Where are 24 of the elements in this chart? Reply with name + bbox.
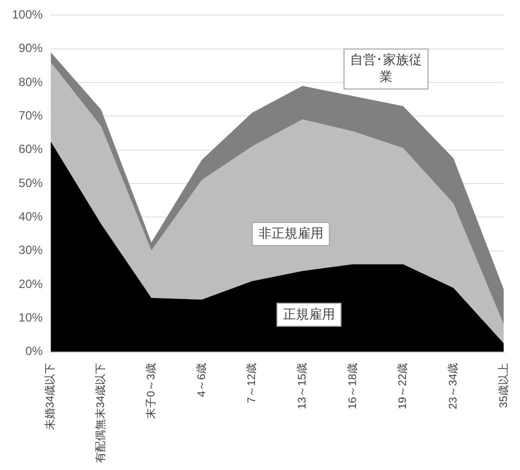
y-tick-label: 100% (12, 8, 44, 22)
y-tick-label: 30% (18, 243, 44, 258)
x-tick-label: 未婚34歳以下 (44, 362, 57, 430)
y-tick-label: 0% (25, 344, 44, 358)
x-tick-label: 4～6歳 (194, 362, 208, 398)
x-tick-label: 19～22歳 (396, 362, 410, 410)
y-tick-label: 20% (18, 276, 44, 291)
x-tick-label: 7～12歳 (245, 362, 258, 404)
y-tick-label: 70% (18, 108, 44, 122)
series-label: 非正規雇用 (258, 226, 324, 241)
x-tick-label: 13～15歳 (295, 362, 308, 410)
x-tick-label: 16～18歳 (346, 362, 359, 410)
y-tick-label: 60% (18, 142, 44, 156)
series-label: 自営･家族従業 (350, 52, 422, 84)
x-tick-label: 23～34歳 (446, 362, 460, 410)
y-tick-label: 10% (18, 310, 44, 324)
series-label: 正規雇用 (282, 306, 335, 322)
x-tick-label: 末子0～3歳 (144, 362, 158, 420)
y-tick-label: 50% (18, 176, 44, 190)
y-tick-label: 90% (18, 41, 44, 56)
x-tick-label: 有配偶無末34歳以下 (94, 362, 108, 464)
x-tick-label: 35歳以上 (496, 362, 510, 408)
y-tick-label: 40% (18, 209, 44, 224)
y-tick-label: 80% (18, 74, 44, 89)
